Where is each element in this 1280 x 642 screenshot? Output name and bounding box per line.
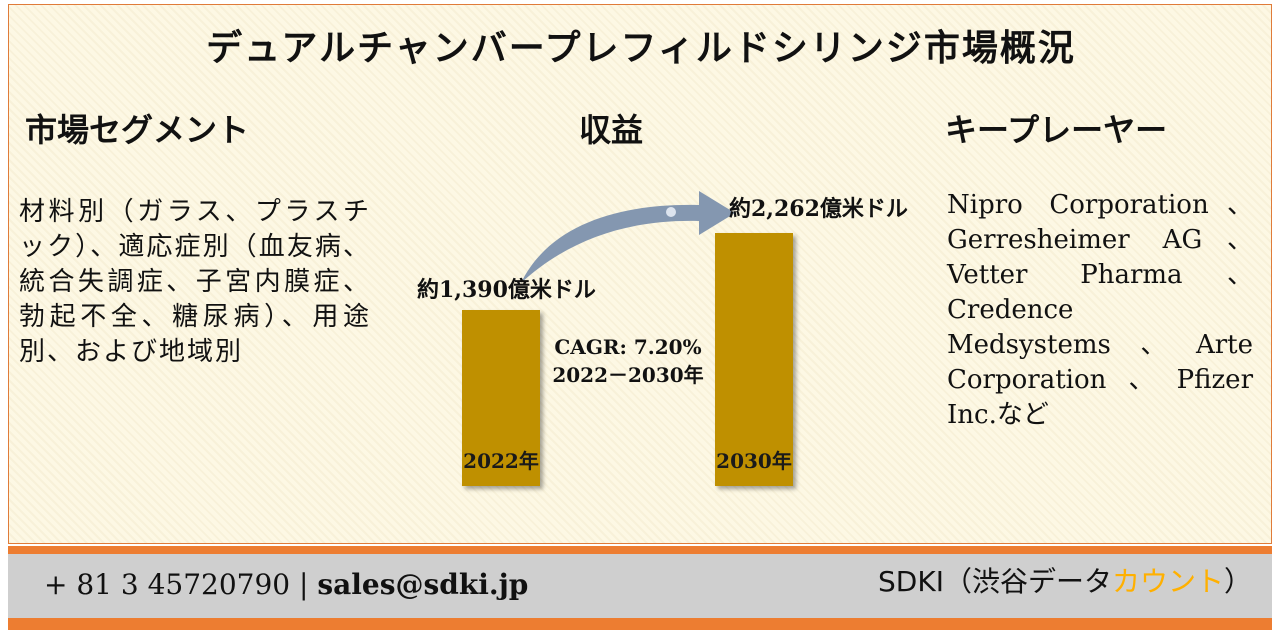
page-title: デュアルチャンバープレフィルドシリンジ市場概況	[206, 27, 1076, 69]
contact-info: + 81 3 45720790 | sales@sdki.jp	[44, 568, 528, 601]
growth-arrow-icon	[521, 191, 735, 283]
cagr-label: CAGR: 7.20% 2022－2030年	[549, 333, 707, 389]
segments-text: 材料別（ガラス、プラスチック）、適応症別（血友病、統合失調症、子宮内膜症、勃起不…	[19, 197, 371, 367]
revenue-heading: 収益	[579, 111, 644, 149]
brand-main: SDKI（渋谷データ	[878, 565, 1112, 598]
cagr-rate: CAGR: 7.20%	[554, 335, 702, 359]
cagr-period: 2022－2030年	[552, 363, 704, 387]
contact-separator: |	[299, 568, 309, 601]
brand-close: ）	[1223, 565, 1252, 598]
segments-heading: 市場セグメント	[25, 111, 250, 149]
revenue-bar-2030: 2030年	[715, 233, 793, 486]
brand-accent: カウント	[1111, 565, 1224, 598]
footer-stripe-bottom	[8, 618, 1272, 630]
overview-panel: デュアルチャンバープレフィルドシリンジ市場概況 市場セグメント 収益 キープレー…	[8, 4, 1272, 544]
bar-year-label-2030: 2030年	[716, 449, 792, 473]
players-text: Nipro Corporation、Gerresheimer AG、Vetter…	[947, 190, 1253, 430]
footer-stripe-top	[8, 546, 1272, 554]
players-heading: キープレーヤー	[945, 111, 1168, 149]
value-label-2030: 約2,262億米ドル	[729, 196, 908, 222]
phone-number[interactable]: + 81 3 45720790	[44, 568, 291, 601]
brand-name: SDKI（渋谷データカウント）	[878, 560, 1252, 600]
footer-band: + 81 3 45720790 | sales@sdki.jp SDKI（渋谷デ…	[8, 554, 1272, 618]
value-label-2022: 約1,390億米ドル	[417, 277, 596, 303]
revenue-bar-2022: 2022年	[462, 310, 540, 486]
bar-year-label-2022: 2022年	[463, 449, 539, 473]
email-link[interactable]: sales@sdki.jp	[317, 568, 529, 601]
